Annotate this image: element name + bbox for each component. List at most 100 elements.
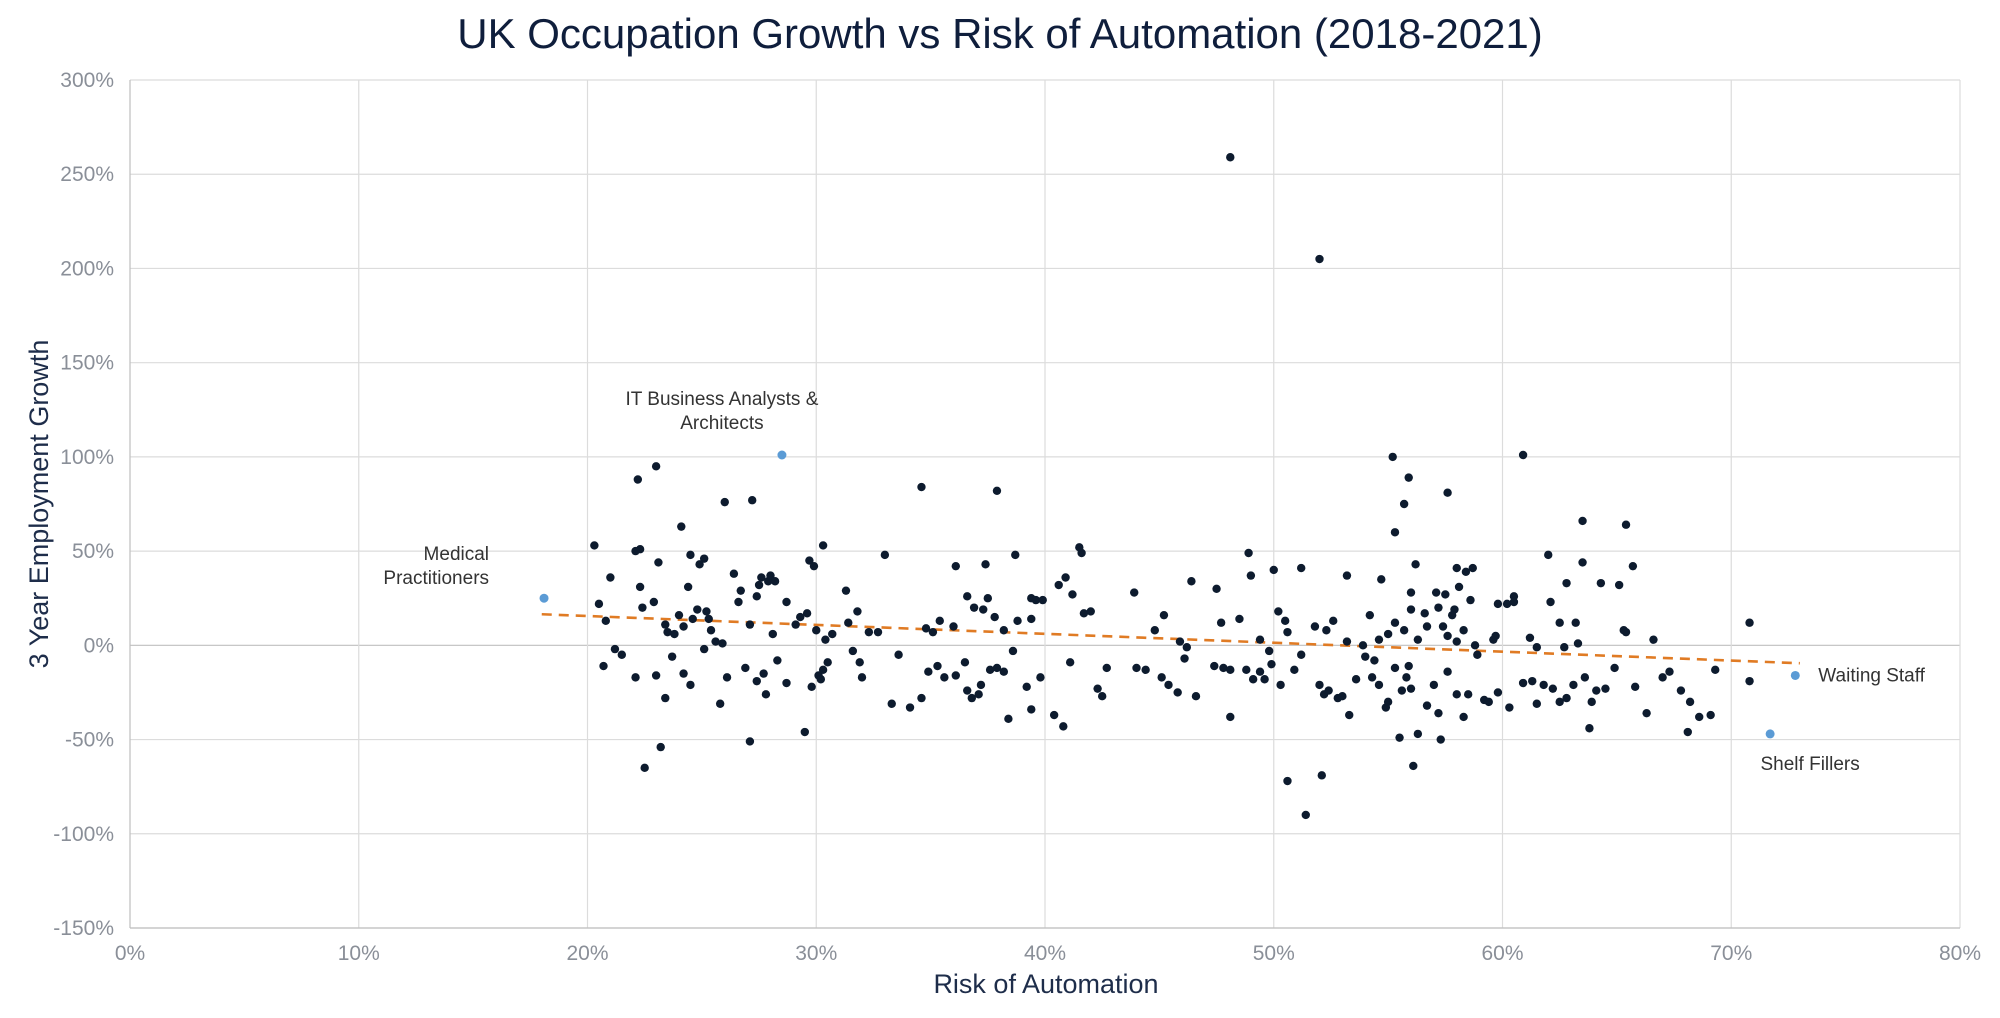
data-point [969, 603, 979, 612]
data-point [1175, 637, 1185, 646]
data-point [606, 573, 615, 582]
data-point [594, 599, 604, 609]
annotation-line: Practitioners [383, 568, 489, 589]
data-point [1532, 643, 1542, 652]
data-point [718, 639, 727, 648]
data-point [729, 569, 739, 578]
y-tick-label: 200% [60, 257, 114, 280]
data-point [1038, 595, 1047, 605]
data-point [1260, 675, 1269, 684]
data-point [1036, 673, 1045, 682]
data-point [1244, 548, 1253, 558]
data-point [1578, 516, 1587, 526]
data-point [1390, 528, 1400, 537]
data-point [1329, 616, 1338, 626]
data-point [1546, 597, 1555, 607]
data-point [1429, 680, 1439, 690]
point-annotation: Shelf Fillers [1761, 754, 1860, 775]
data-point [1628, 561, 1638, 571]
data-point [1255, 667, 1265, 676]
annotation-line: Architects [680, 413, 763, 434]
data-point [1187, 577, 1196, 586]
data-point [1409, 761, 1418, 771]
highlight-point [777, 450, 787, 460]
data-point [841, 586, 851, 595]
data-point [1473, 650, 1482, 659]
data-point [1493, 688, 1503, 697]
data-point [1434, 708, 1443, 718]
data-point [1685, 697, 1695, 707]
data-point [1301, 810, 1310, 820]
data-point [805, 556, 814, 565]
y-axis-title: 3 Year Employment Growth [24, 340, 54, 669]
data-point [983, 594, 993, 603]
data-point [1525, 633, 1535, 642]
data-point [683, 582, 693, 592]
data-point [1578, 558, 1587, 567]
data-point [1383, 629, 1393, 639]
data-point [1443, 667, 1452, 676]
data-point [1528, 676, 1537, 686]
data-point [745, 737, 755, 746]
x-tick-label: 80% [1939, 942, 1981, 965]
data-point [752, 592, 761, 601]
data-point [1411, 560, 1420, 569]
highlight-point [1765, 729, 1775, 739]
data-point [924, 667, 933, 676]
tick-labels: 300%250%200%150%100%50%0%-50%-100%-150%0… [53, 69, 1981, 965]
data-point [917, 482, 926, 492]
data-point [590, 541, 599, 550]
data-point [985, 665, 995, 675]
data-point [761, 690, 771, 699]
data-point [1013, 616, 1022, 626]
data-point [1242, 665, 1251, 675]
x-axis-title: Risk of Automation [933, 969, 1158, 999]
data-point [770, 577, 780, 586]
data-point [667, 652, 677, 661]
data-point [1248, 675, 1258, 684]
data-point [1484, 697, 1493, 707]
data-point [791, 620, 800, 629]
data-point [1180, 654, 1189, 663]
data-point [1164, 680, 1173, 690]
data-point [1297, 563, 1306, 573]
data-point [1031, 595, 1041, 605]
y-tick-label: -100% [53, 823, 114, 846]
data-point [1587, 697, 1596, 707]
data-point [635, 582, 645, 592]
data-point [773, 656, 782, 665]
data-point [1461, 567, 1471, 577]
data-point [807, 682, 816, 691]
annotations: Medical Practitioners IT Business Analysts… [383, 389, 1925, 775]
data-point [663, 627, 672, 637]
data-point [1351, 675, 1361, 684]
data-point [766, 571, 775, 580]
data-point [1683, 727, 1692, 737]
data-point [699, 644, 709, 654]
y-tick-label: 300% [60, 69, 114, 92]
data-point [1027, 705, 1036, 714]
data-point [821, 635, 830, 644]
data-point [734, 597, 743, 607]
data-point [1601, 684, 1610, 693]
data-point [706, 626, 716, 635]
data-point [686, 680, 695, 690]
data-point [940, 673, 949, 682]
data-point [661, 693, 670, 703]
data-point [1642, 708, 1651, 718]
data-point [631, 546, 640, 556]
data-point [816, 675, 826, 684]
data-point [656, 742, 665, 752]
data-point [1059, 722, 1068, 731]
data-point [1745, 618, 1754, 627]
data-point [1338, 692, 1347, 701]
data-point [1431, 588, 1441, 597]
data-point [855, 658, 864, 667]
data-point [1441, 590, 1450, 599]
data-point [1585, 724, 1594, 733]
data-point [873, 627, 883, 637]
data-point [1422, 622, 1432, 631]
data-point [1297, 650, 1306, 659]
data-point [736, 586, 745, 595]
data-point [1468, 563, 1477, 573]
